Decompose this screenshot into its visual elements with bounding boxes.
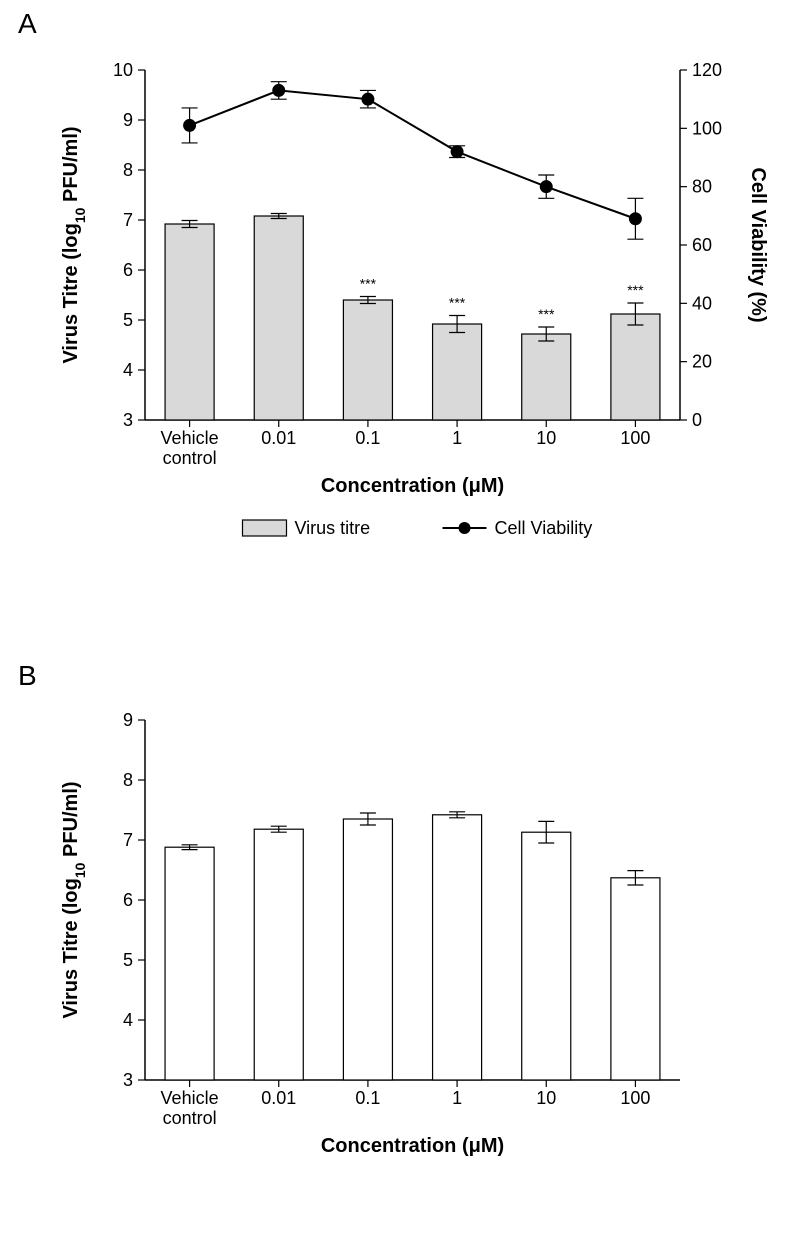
svg-text:Virus titre: Virus titre [295,518,371,538]
svg-text:80: 80 [692,177,712,197]
svg-text:3: 3 [123,410,133,430]
svg-text:20: 20 [692,352,712,372]
svg-text:1: 1 [452,1088,462,1108]
svg-text:8: 8 [123,160,133,180]
svg-text:0: 0 [692,410,702,430]
svg-text:1: 1 [452,428,462,448]
svg-text:***: *** [360,276,377,292]
figure-page: A 345678910020406080100120************Ve… [0,0,800,1241]
chart-a: 345678910020406080100120************Vehi… [40,40,780,600]
svg-text:Vehicle: Vehicle [161,1088,219,1108]
svg-text:Concentration (μM): Concentration (μM) [321,475,504,497]
svg-text:4: 4 [123,1010,133,1030]
svg-text:0.1: 0.1 [355,1088,380,1108]
svg-text:Virus Titre (log10 PFU/ml): Virus Titre (log10 PFU/ml) [60,781,88,1018]
svg-text:8: 8 [123,770,133,790]
svg-text:5: 5 [123,950,133,970]
svg-text:0.01: 0.01 [261,1088,296,1108]
svg-text:100: 100 [692,118,722,138]
svg-text:4: 4 [123,360,133,380]
svg-text:0.1: 0.1 [355,428,380,448]
svg-text:***: *** [449,295,466,311]
svg-text:Concentration (μM): Concentration (μM) [321,1135,504,1157]
svg-text:0.01: 0.01 [261,428,296,448]
panel-b-label: B [18,660,37,692]
svg-text:***: *** [627,282,644,298]
svg-text:100: 100 [620,428,650,448]
svg-text:10: 10 [536,1088,556,1108]
svg-text:6: 6 [123,890,133,910]
svg-text:60: 60 [692,235,712,255]
svg-text:40: 40 [692,293,712,313]
panel-a-label: A [18,8,37,40]
svg-text:9: 9 [123,110,133,130]
svg-text:120: 120 [692,60,722,80]
svg-text:7: 7 [123,830,133,850]
svg-text:5: 5 [123,310,133,330]
svg-text:control: control [163,1108,217,1128]
svg-text:Cell Viability: Cell Viability [495,518,593,538]
svg-text:Cell Viability (%): Cell Viability (%) [747,167,769,322]
svg-text:3: 3 [123,1070,133,1090]
svg-text:9: 9 [123,710,133,730]
svg-text:Vehicle: Vehicle [161,428,219,448]
svg-text:***: *** [538,306,555,322]
svg-text:Virus Titre (log10 PFU/ml): Virus Titre (log10 PFU/ml) [60,126,88,363]
svg-text:10: 10 [113,60,133,80]
svg-text:7: 7 [123,210,133,230]
svg-text:control: control [163,448,217,468]
svg-text:6: 6 [123,260,133,280]
svg-text:100: 100 [620,1088,650,1108]
chart-b: 3 4 5 6 7 8 9 Vehiclecontrol 0.01 0.1 1 10 100 Virus … [40,700,780,1220]
svg-text:10: 10 [536,428,556,448]
